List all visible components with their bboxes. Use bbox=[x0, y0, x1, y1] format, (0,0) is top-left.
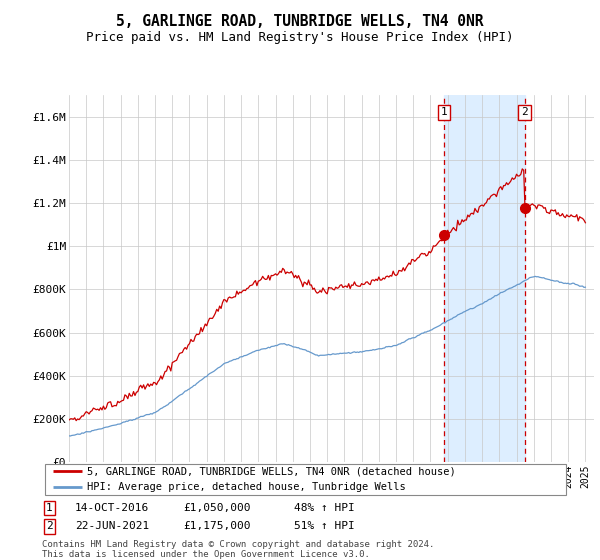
Text: 48% ↑ HPI: 48% ↑ HPI bbox=[294, 503, 355, 513]
Text: Price paid vs. HM Land Registry's House Price Index (HPI): Price paid vs. HM Land Registry's House … bbox=[86, 31, 514, 44]
Text: 2: 2 bbox=[521, 108, 528, 118]
Text: HPI: Average price, detached house, Tunbridge Wells: HPI: Average price, detached house, Tunb… bbox=[87, 483, 406, 492]
Text: £1,050,000: £1,050,000 bbox=[183, 503, 251, 513]
Text: 5, GARLINGE ROAD, TUNBRIDGE WELLS, TN4 0NR (detached house): 5, GARLINGE ROAD, TUNBRIDGE WELLS, TN4 0… bbox=[87, 466, 455, 476]
Text: 51% ↑ HPI: 51% ↑ HPI bbox=[294, 521, 355, 531]
Text: 22-JUN-2021: 22-JUN-2021 bbox=[75, 521, 149, 531]
Text: 1: 1 bbox=[440, 108, 448, 118]
Text: Contains HM Land Registry data © Crown copyright and database right 2024.
This d: Contains HM Land Registry data © Crown c… bbox=[42, 540, 434, 559]
Text: 14-OCT-2016: 14-OCT-2016 bbox=[75, 503, 149, 513]
Text: 5, GARLINGE ROAD, TUNBRIDGE WELLS, TN4 0NR: 5, GARLINGE ROAD, TUNBRIDGE WELLS, TN4 0… bbox=[116, 14, 484, 29]
Text: 2: 2 bbox=[46, 521, 53, 531]
Text: 1: 1 bbox=[46, 503, 53, 513]
FancyBboxPatch shape bbox=[44, 464, 566, 495]
Bar bbox=[444, 95, 524, 462]
Text: £1,175,000: £1,175,000 bbox=[183, 521, 251, 531]
